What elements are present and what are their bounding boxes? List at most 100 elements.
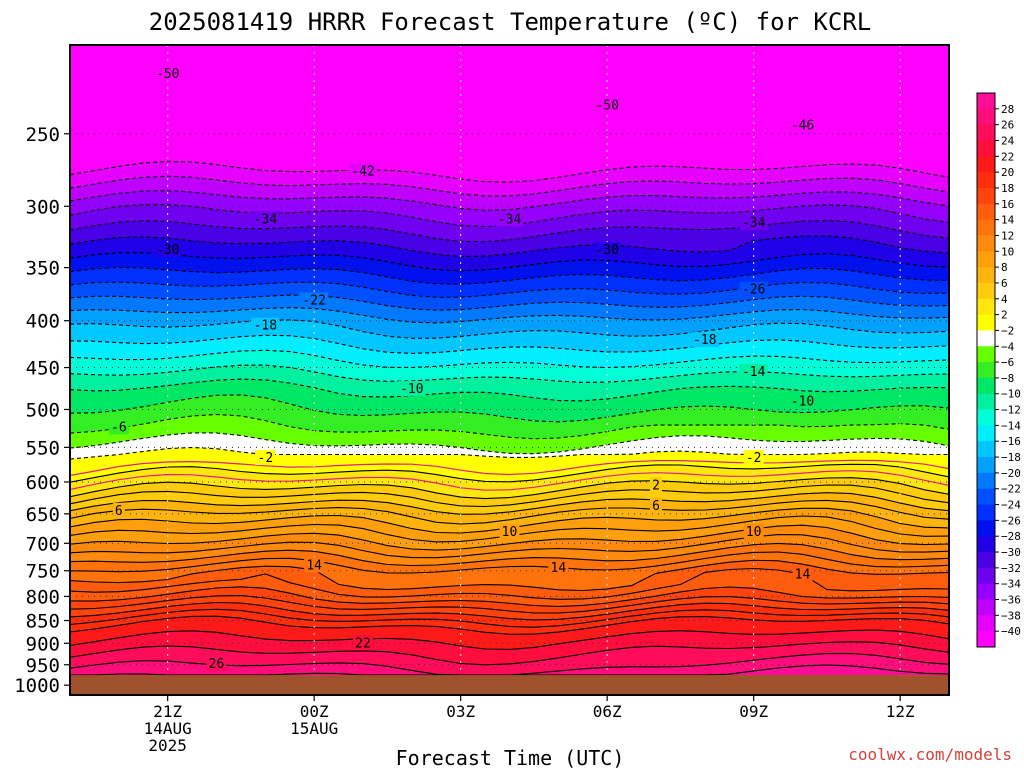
contour-label-text: -18	[254, 319, 277, 334]
contour-label-text: 14	[551, 561, 567, 576]
colorbar-label: −32	[1001, 562, 1021, 575]
contour-label: -6	[108, 419, 129, 435]
isotherm-line	[70, 378, 949, 402]
isotherm-line	[70, 459, 949, 477]
y-axis-ticks: 2503003504004505005506006507007508008509…	[14, 124, 70, 697]
contour-label-text: 10	[502, 525, 518, 540]
contour-label: -10	[397, 381, 426, 397]
contour-label-text: 10	[746, 525, 762, 540]
contour-label-bg	[650, 477, 662, 493]
contour-label-text: -26	[742, 283, 765, 298]
contour-label-text: -50	[595, 99, 618, 114]
contour-label: -2	[743, 450, 764, 466]
colorbar-label: −4	[1001, 340, 1015, 353]
contour-label: 14	[792, 566, 813, 582]
isotherm-line	[70, 477, 949, 500]
colorbar-label: 2	[1001, 309, 1008, 322]
isotherm-line	[70, 484, 949, 508]
colorbar-swatch	[977, 203, 995, 221]
y-tick-label: 950	[26, 655, 60, 677]
colorbar-swatch	[977, 108, 995, 126]
colorbar-label: −10	[1001, 388, 1021, 401]
colorbar-label: 18	[1001, 182, 1014, 195]
y-tick-label: 450	[26, 358, 60, 380]
x-axis-label: Forecast Time (UTC)	[396, 746, 625, 768]
contour-label-text: -46	[791, 119, 814, 134]
contour-label-bg	[548, 560, 569, 576]
colorbar-label: −34	[1001, 578, 1021, 591]
isotherm-line	[70, 551, 949, 574]
x-tick-label: 21Z	[153, 702, 182, 721]
colorbar-label: −26	[1001, 514, 1021, 527]
colorbar-swatch	[977, 282, 995, 300]
colorbar-frame	[976, 92, 996, 648]
contour-label: -50	[593, 97, 622, 114]
contour-label-text: 6	[115, 504, 123, 519]
contour-label: 26	[206, 655, 227, 672]
isotherm-line	[70, 601, 949, 621]
contour-label-text: -50	[156, 67, 179, 82]
contour-label-text: -30	[156, 243, 179, 258]
contour-label-bg	[251, 317, 280, 333]
isotherm-line	[70, 266, 949, 285]
colorbar-swatch	[977, 156, 995, 173]
isotherm-line	[70, 629, 949, 650]
y-tick-label: 550	[26, 437, 60, 459]
colorbar-swatch	[977, 567, 995, 585]
colorbar-label: 20	[1001, 166, 1014, 179]
isotherm-line	[70, 394, 949, 423]
isotherm-line	[70, 349, 949, 369]
isotherm-line	[70, 446, 949, 460]
contour-label-bg	[300, 292, 329, 308]
colorbar-label: −8	[1001, 372, 1014, 385]
x-tick-label: 2025	[148, 736, 187, 755]
colorbar-swatch	[977, 599, 995, 616]
colorbar-swatch	[977, 488, 995, 505]
isotherm-line	[70, 160, 949, 183]
contour-label-bg	[499, 523, 520, 539]
contour-label: -30	[593, 242, 622, 258]
colorbar-label: −24	[1001, 499, 1021, 512]
colorbar-label: 8	[1001, 261, 1008, 274]
colorbar-swatch	[977, 536, 995, 553]
colorbar-swatch	[977, 441, 995, 458]
contour-label-text: -10	[791, 394, 814, 409]
colorbar-label: 14	[1001, 214, 1015, 227]
contour-label: -22	[300, 292, 329, 308]
colorbar-swatch	[977, 520, 995, 537]
contour-label-text: 22	[355, 636, 371, 651]
colorbar-swatch	[977, 552, 995, 569]
contour-label-text: -34	[254, 212, 278, 227]
colorbar-label: −36	[1001, 594, 1021, 607]
contour-label-text: -22	[302, 293, 325, 308]
colorbar-label: −38	[1001, 609, 1021, 622]
contour-label: -46	[788, 117, 817, 134]
isotherm-line	[70, 319, 949, 339]
contour-labels: -50-50-46-42-34 -34 -34-30 -30-26-22-18-18-…	[108, 65, 817, 672]
credit-text: coolwx.com/models	[848, 745, 1012, 764]
isotherm-line	[70, 281, 949, 298]
colorbar-swatch	[977, 314, 995, 331]
contour-label-bg	[788, 393, 817, 409]
y-tick-label: 650	[26, 504, 60, 526]
x-tick-label: 03Z	[446, 702, 475, 721]
colorbar-label: −28	[1001, 530, 1021, 543]
x-tick-label: 06Z	[593, 702, 622, 721]
contour-label-bg	[153, 65, 182, 81]
isotherm-line	[70, 524, 949, 551]
contour-label-text: 6	[652, 499, 660, 514]
contour-label: -42	[349, 163, 377, 180]
colorbar-label: −14	[1001, 419, 1021, 432]
colorbar-swatch	[977, 393, 995, 410]
isotherm-line	[70, 595, 949, 614]
contour-label-bg	[251, 211, 280, 227]
contour-label: -30	[153, 242, 182, 258]
contour-label: -34	[495, 211, 524, 227]
isotherm-line	[70, 534, 949, 559]
contour-label-text: -34	[742, 216, 766, 231]
colorbar-label: 10	[1001, 245, 1014, 258]
contour-label-bg	[650, 497, 662, 513]
contour-label-bg	[304, 557, 325, 573]
